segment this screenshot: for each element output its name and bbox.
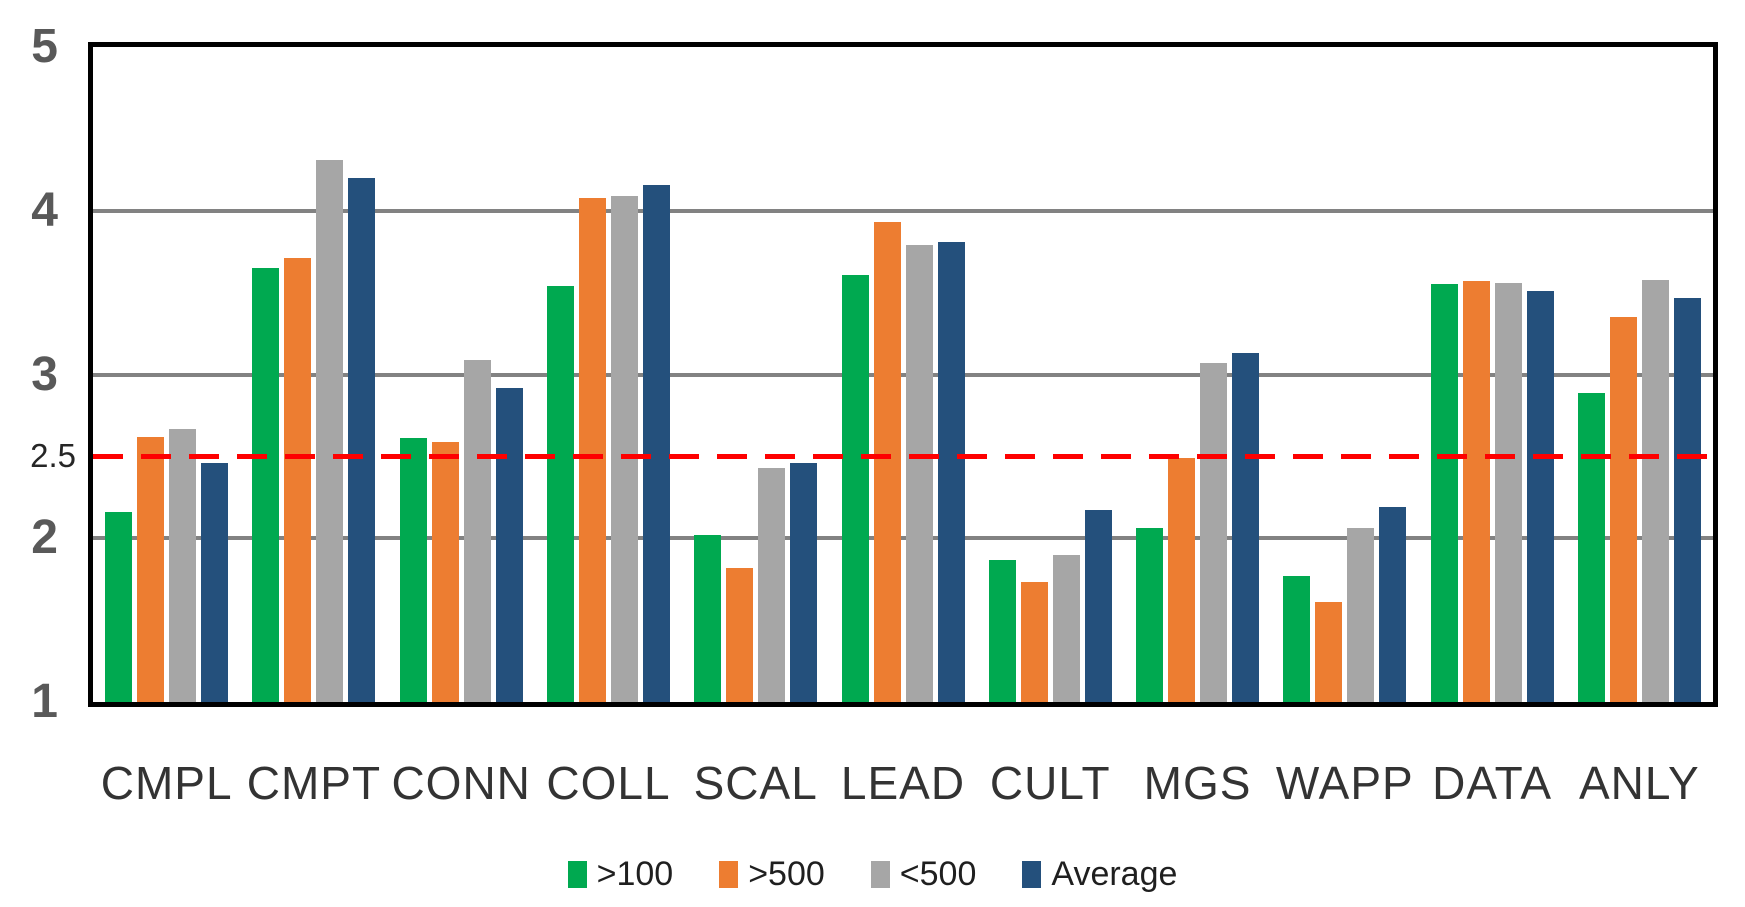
gridline-4 [93,208,1713,213]
bar-conn-gt500 [431,441,459,702]
bar-cult-lt500 [1052,554,1080,702]
y-tick-1: 1 [31,675,58,728]
y-tick-3: 3 [31,347,58,401]
x-axis-label: MGS [1143,757,1252,809]
legend-swatch-average [1022,860,1042,888]
x-axis-label: WAPP [1275,757,1414,809]
bar-mgs-lt500 [1200,363,1228,702]
y-tick-5: 5 [31,20,58,73]
plot-inner [93,47,1713,702]
bar-data-gt100 [1430,284,1458,702]
bar-mgs-gt500 [1168,458,1196,702]
legend-swatch-lt500 [870,860,890,888]
bar-cmpl-average [201,462,229,702]
legend-label: Average [1051,855,1178,893]
bar-data-gt500 [1462,281,1490,702]
bar-cmpl-gt500 [137,436,165,702]
legend: >100 >500 <500 Average [0,853,1745,895]
bar-cmpl-lt500 [169,428,197,702]
x-axis: CMPL CMPT CONN COLL SCAL LEAD CULT MGS WAPP DATA A… [93,752,1713,818]
bar-coll-gt100 [546,286,574,702]
bar-wapp-gt500 [1315,602,1343,702]
x-axis-label: SCAL [693,757,818,809]
x-axis-label: DATA [1432,757,1553,809]
bar-lead-gt500 [873,222,901,702]
y-tick-2-5: 2.5 [30,437,76,475]
gridline-3 [93,372,1713,377]
bar-coll-lt500 [610,196,638,702]
bar-mgs-average [1232,353,1260,702]
bar-anly-gt500 [1609,317,1637,702]
bar-cmpt-gt100 [252,268,280,702]
x-axis-label: COLL [546,757,671,809]
bar-data-lt500 [1494,282,1522,702]
legend-label: <500 [899,855,977,893]
bar-conn-average [495,387,523,702]
bar-lead-gt100 [841,274,869,702]
bar-mgs-gt100 [1136,528,1164,702]
x-axis-label: CMPT [246,757,382,809]
bar-wapp-lt500 [1347,528,1375,702]
x-axis-label: CONN [391,757,531,809]
y-tick-2: 2 [31,511,58,565]
bar-coll-average [642,184,670,702]
bar-lead-lt500 [905,245,933,702]
bar-anly-gt100 [1577,392,1605,702]
bar-scal-gt100 [694,534,722,702]
legend-item-gt500: >500 [719,854,825,894]
x-axis-label: LEAD [840,757,966,809]
bar-wapp-gt100 [1283,575,1311,702]
y-axis: 5 4 3 2.5 2 1 [0,0,88,760]
bar-anly-average [1673,297,1701,702]
gridline-2 [93,536,1713,541]
x-axis-label: CULT [989,757,1111,809]
bar-cult-gt100 [988,559,1016,702]
bar-lead-average [937,241,965,702]
bar-anly-lt500 [1641,279,1669,702]
legend-swatch-gt100 [567,860,587,888]
bar-cult-gt500 [1020,582,1048,702]
bar-scal-gt500 [726,567,754,702]
plot-area [88,42,1718,707]
bar-cmpl-gt100 [105,512,133,702]
threshold-line [93,453,1713,459]
bar-cmpt-gt500 [284,258,312,702]
bar-conn-gt100 [399,438,427,702]
x-axis-label: CMPL [100,757,233,809]
bar-cmpt-lt500 [316,160,344,702]
bar-cmpt-average [348,178,376,702]
bar-wapp-average [1379,507,1407,702]
legend-label: >500 [748,855,825,893]
legend-item-gt100: >100 [567,854,674,894]
legend-label: >100 [596,855,674,893]
bar-coll-gt500 [578,197,606,702]
legend-item-lt500: <500 [870,854,977,894]
legend-swatch-gt500 [719,860,739,888]
bar-scal-average [790,462,818,702]
y-tick-4: 4 [31,183,58,237]
bar-scal-lt500 [758,467,786,702]
bar-data-average [1526,291,1554,702]
x-axis-label: ANLY [1578,757,1700,809]
bar-conn-lt500 [463,359,491,702]
legend-item-average: Average [1022,854,1177,894]
bar-cult-average [1084,510,1112,702]
